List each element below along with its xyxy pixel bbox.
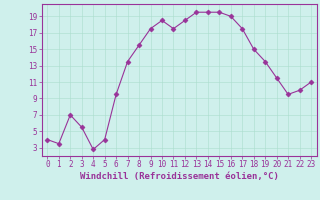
X-axis label: Windchill (Refroidissement éolien,°C): Windchill (Refroidissement éolien,°C) — [80, 172, 279, 181]
